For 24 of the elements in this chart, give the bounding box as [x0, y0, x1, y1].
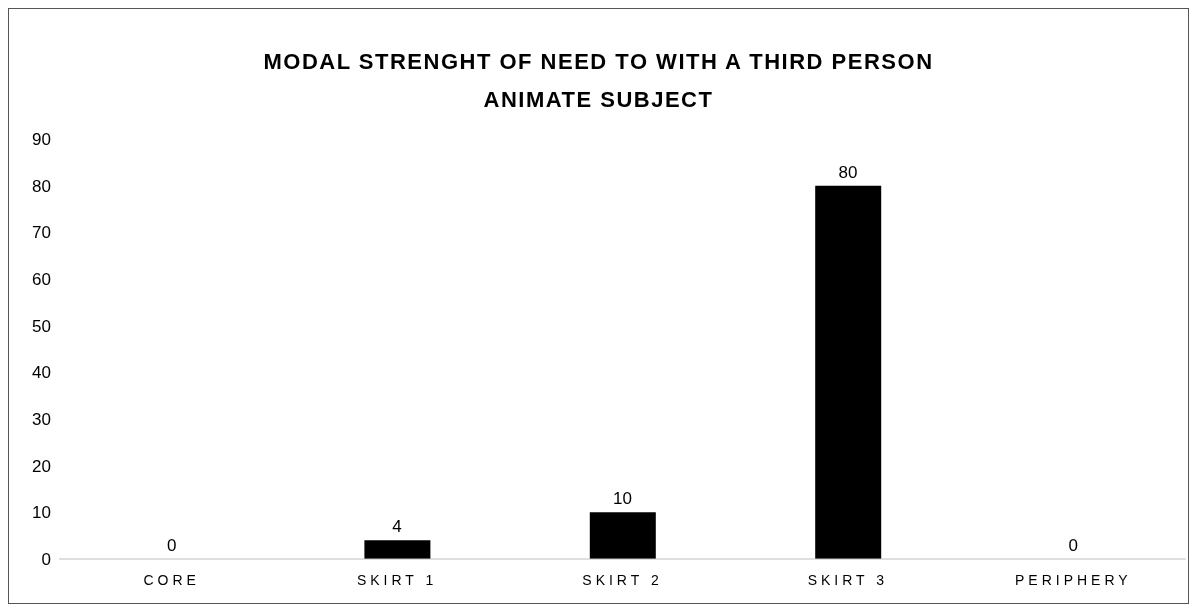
y-tick-label: 80	[32, 176, 51, 196]
y-tick-label: 40	[32, 363, 51, 383]
x-tick-label: SKIRT 2	[582, 571, 663, 588]
data-label: 0	[1068, 536, 1079, 555]
data-label: 4	[392, 517, 402, 537]
bar	[364, 540, 431, 559]
data-label: 80	[838, 162, 858, 182]
y-tick-label: 60	[32, 270, 51, 290]
bar	[815, 185, 882, 559]
y-tick-label: 90	[32, 130, 51, 150]
data-label: 10	[613, 489, 632, 509]
y-tick-label: 70	[32, 223, 51, 243]
y-tick-label: 0	[41, 550, 51, 570]
x-tick-label: PERIPHERY	[1014, 571, 1132, 588]
y-tick-label: 50	[32, 316, 51, 336]
y-tick-label: 10	[32, 503, 51, 523]
x-tick-label: CORE	[143, 571, 200, 588]
data-label: 0	[166, 536, 177, 555]
chart-title: MODAL STRENGHT OF NEED TO WITH A THIRD PERSON ANIMATE SUBJECT	[262, 48, 935, 114]
x-tick-label: SKIRT 3	[807, 571, 889, 588]
y-tick-label: 20	[32, 456, 51, 476]
y-tick-label: 30	[32, 410, 51, 430]
bar	[589, 512, 656, 559]
x-tick-label: SKIRT 1	[356, 571, 438, 588]
